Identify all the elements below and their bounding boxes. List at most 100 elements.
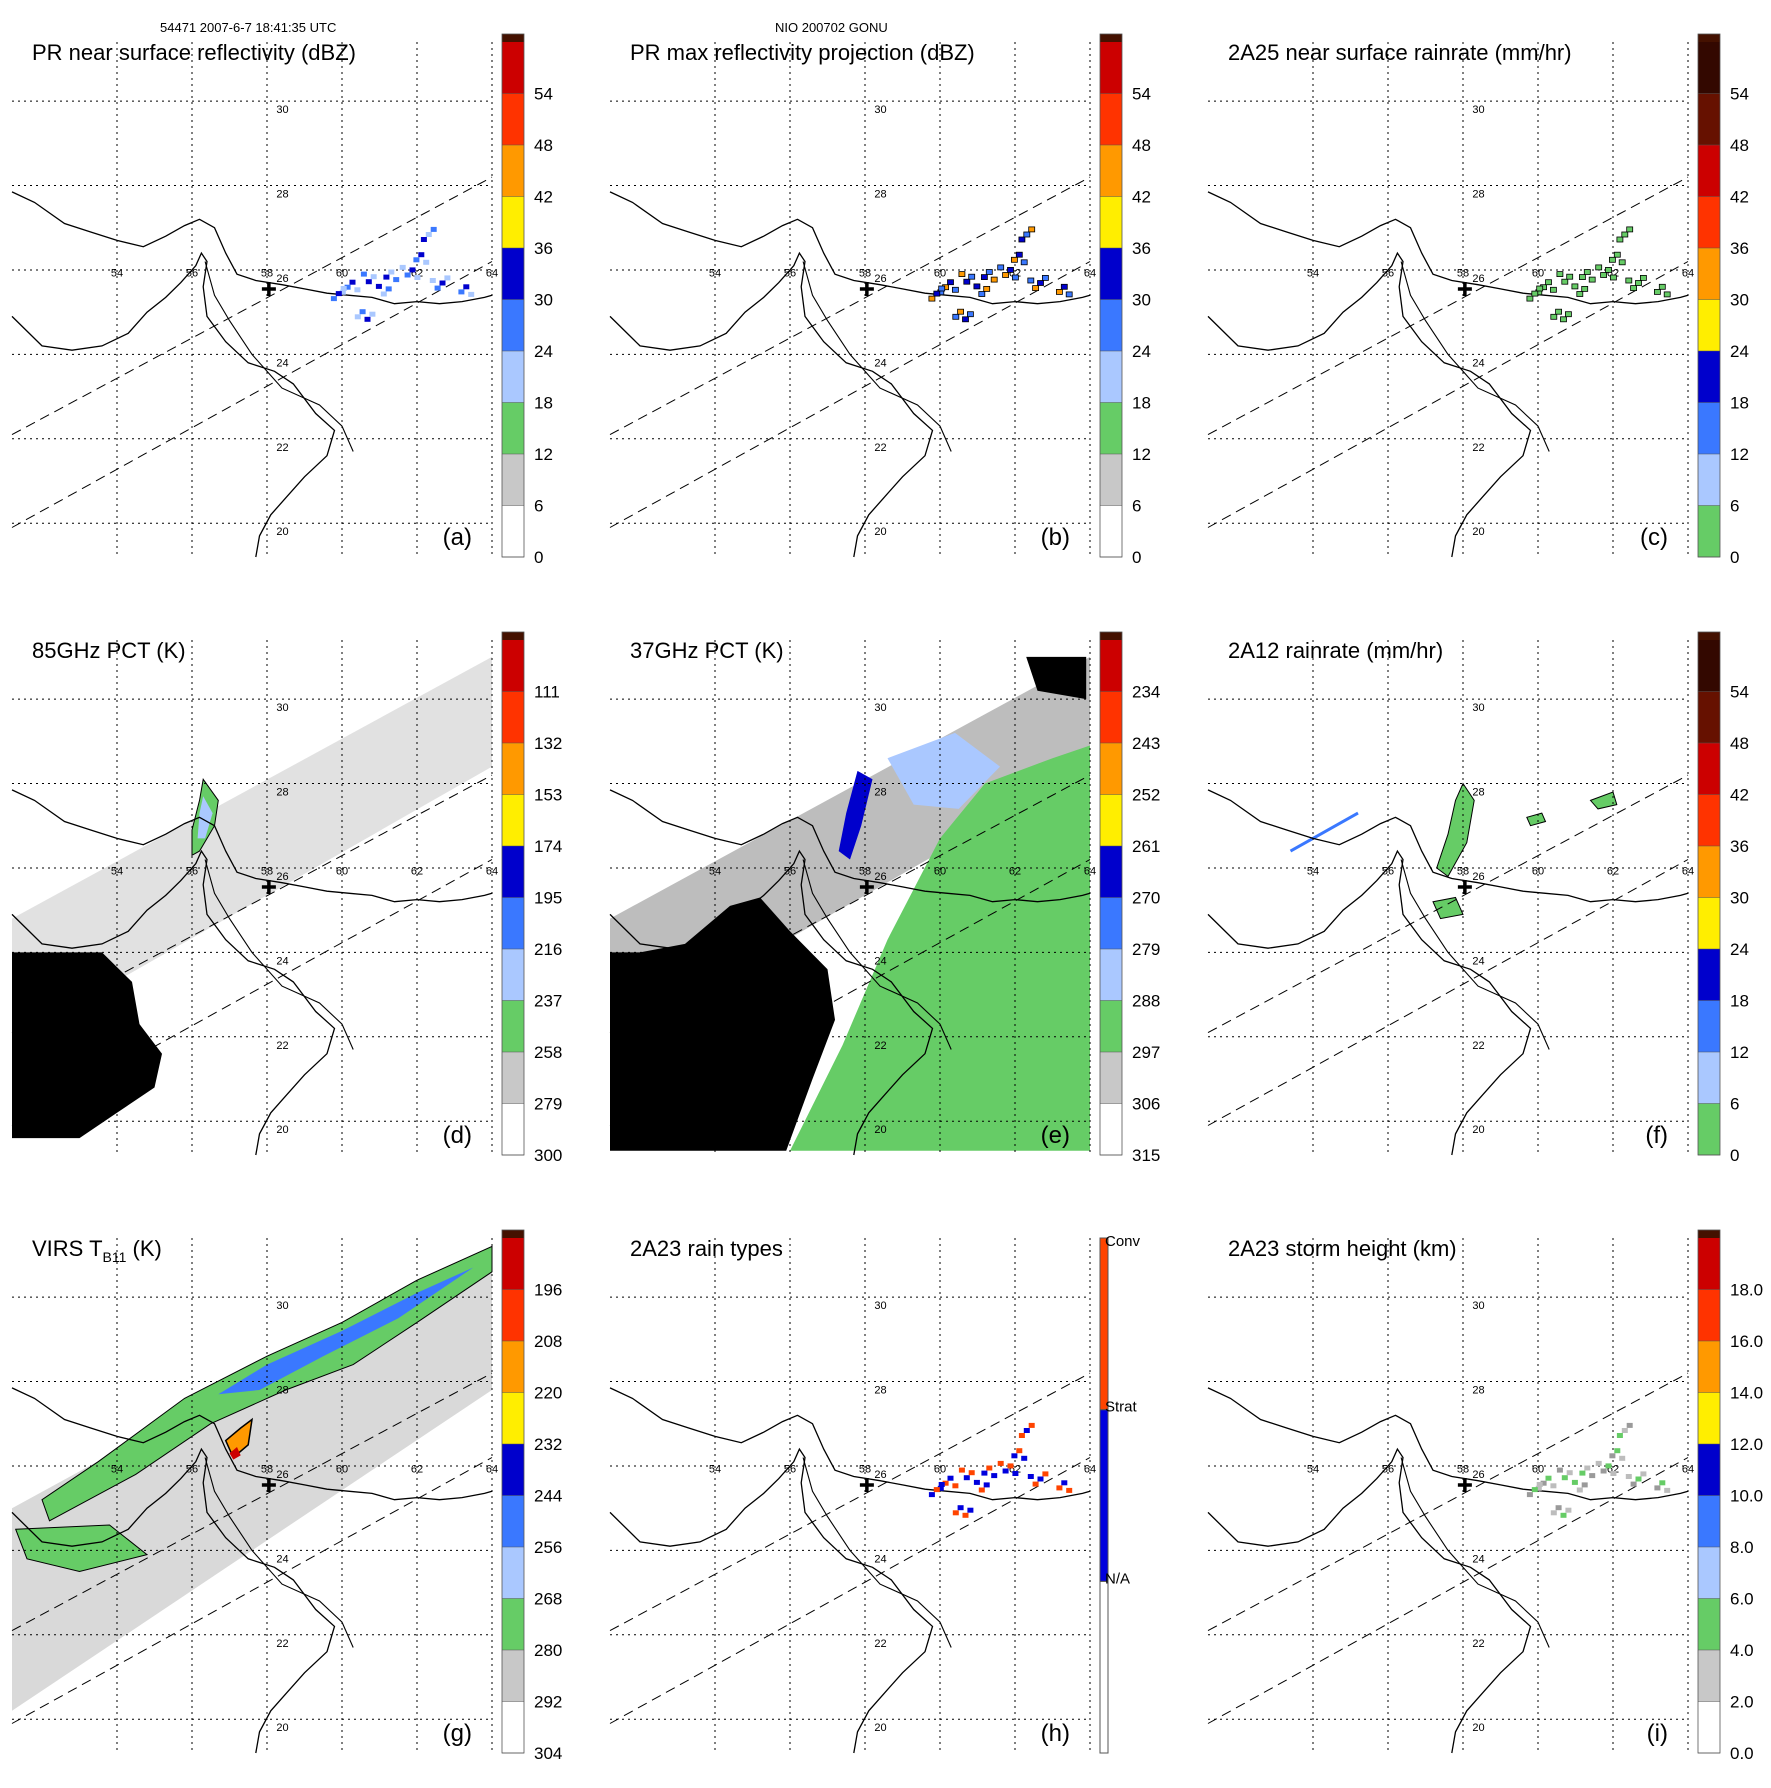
colorbar-segment: [502, 1052, 524, 1104]
rain-pixel: [1621, 1428, 1628, 1433]
rain-pixel: [1664, 1487, 1671, 1493]
rain-pixel: [1037, 1476, 1044, 1482]
colorbar-segment: [502, 691, 524, 743]
colorbar-segment: [1698, 1341, 1720, 1393]
colorbar-tick-label: 30: [1730, 291, 1749, 310]
rain-pixel: [404, 272, 411, 278]
panel-title: 85GHz PCT (K): [32, 638, 186, 663]
rain-pixel: [1578, 274, 1586, 281]
map-background: [1208, 1238, 1688, 1753]
rain-pixel: [1002, 1468, 1009, 1474]
colorbar-segment: [1100, 196, 1122, 248]
colorbar-segment: [1100, 1103, 1122, 1155]
rain-pixel: [1007, 266, 1014, 273]
colorbar-tick-label: 297: [1132, 1043, 1160, 1062]
rain-pixel: [1041, 274, 1049, 281]
colorbar-segment: [1698, 1289, 1720, 1341]
rain-pixel: [978, 1487, 985, 1493]
colorbar-overflow: [502, 34, 524, 42]
storm-center-marker: [1457, 281, 1472, 296]
colorbar-segment: [502, 640, 524, 692]
lon-label: 54: [1307, 267, 1319, 279]
lat-label: 22: [276, 1040, 288, 1052]
colorbar-tick-label: 300: [534, 1146, 562, 1165]
rain-pixel: [1550, 1510, 1557, 1516]
colorbar-segment: [502, 505, 524, 557]
colorbar-segment: [1100, 1052, 1122, 1104]
colorbar-segment: [1698, 1000, 1720, 1052]
colorbar-tick-label: 30: [1730, 889, 1749, 908]
colorbar-tick-label: 256: [534, 1538, 562, 1557]
lat-label: 20: [1472, 526, 1484, 538]
lon-label: 56: [784, 267, 796, 279]
pr-swath-edge: [11, 176, 493, 436]
colorbar-tick-label: 42: [1730, 786, 1749, 805]
colorbar-segment: [502, 248, 524, 300]
rain-pixel: [430, 226, 437, 232]
colorbar-tick-label: 0.0: [1730, 1744, 1754, 1763]
cold-band: [838, 770, 873, 860]
lon-label: 62: [411, 1463, 423, 1475]
colorbar-tick-label: 244: [534, 1487, 562, 1506]
lat-label: 28: [874, 787, 886, 799]
rain-pixel: [997, 264, 1005, 271]
lon-label: 60: [1532, 267, 1544, 279]
rain-pixel: [962, 1512, 969, 1518]
rain-pixel: [938, 1482, 945, 1487]
lat-label: 20: [874, 526, 886, 538]
colorbar-segment: [502, 743, 524, 795]
rain-pixel: [986, 1465, 993, 1471]
lon-label: 56: [186, 267, 198, 279]
colorbar-segment: [1100, 743, 1122, 795]
colorbar-segment: [502, 1103, 524, 1155]
lat-label: 30: [276, 104, 288, 116]
rain-pixel: [983, 1482, 990, 1488]
colorbar-segment: [502, 794, 524, 846]
lon-label: 64: [1682, 865, 1694, 877]
panel-letter: (d): [443, 1122, 472, 1149]
rain-pixel: [958, 1467, 965, 1473]
border-line: [204, 859, 354, 1050]
colorbar-segment: [502, 299, 524, 351]
rain-pixel: [933, 1487, 940, 1493]
virs-swath-area: [12, 1246, 492, 1711]
pr-swath-edge: [11, 774, 493, 1034]
rain-pixel: [967, 1507, 974, 1513]
lat-label: 20: [874, 1722, 886, 1734]
colorbar-segment: [502, 949, 524, 1001]
colorbar-tick-label: 237: [534, 992, 562, 1011]
pr-swath-edge: [609, 176, 1091, 436]
rain-pixel: [399, 264, 406, 270]
rain-pixel: [973, 283, 981, 290]
colorbar-label: Conv: [1105, 1233, 1141, 1250]
rain-pixel: [1583, 269, 1591, 275]
colorbar-tick-label: 24: [534, 342, 553, 361]
rain-pixel: [938, 285, 946, 292]
lat-label: 24: [874, 1553, 886, 1565]
colorbar-tick-label: 243: [1132, 734, 1160, 753]
panel-letter: (h): [1041, 1720, 1070, 1747]
lat-label: 24: [276, 955, 288, 967]
colorbar-tick-label: 4.0: [1730, 1641, 1754, 1660]
rain-pixel: [1630, 285, 1638, 292]
coastline-iran: [1207, 191, 1689, 305]
rain-pixel: [434, 285, 441, 291]
lat-label: 22: [276, 1638, 288, 1650]
rain-pixel: [1061, 1480, 1068, 1486]
colorbar-segment: [1100, 1000, 1122, 1052]
lon-label: 64: [486, 1463, 498, 1475]
colorbar-segment: [1698, 897, 1720, 949]
colorbar-tick-label: 292: [534, 1693, 562, 1712]
lat-label: 26: [1472, 871, 1484, 883]
rain-pixel: [1630, 1481, 1637, 1487]
lat-label: 20: [1472, 1722, 1484, 1734]
rain-pixel: [1609, 274, 1617, 281]
colorbar-segment: [502, 1238, 524, 1290]
colorbar-tick-label: 0: [1730, 1146, 1739, 1165]
pr-swath-edge: [1207, 859, 1689, 1126]
lon-label: 54: [111, 1463, 123, 1475]
lon-label: 58: [261, 1463, 273, 1475]
